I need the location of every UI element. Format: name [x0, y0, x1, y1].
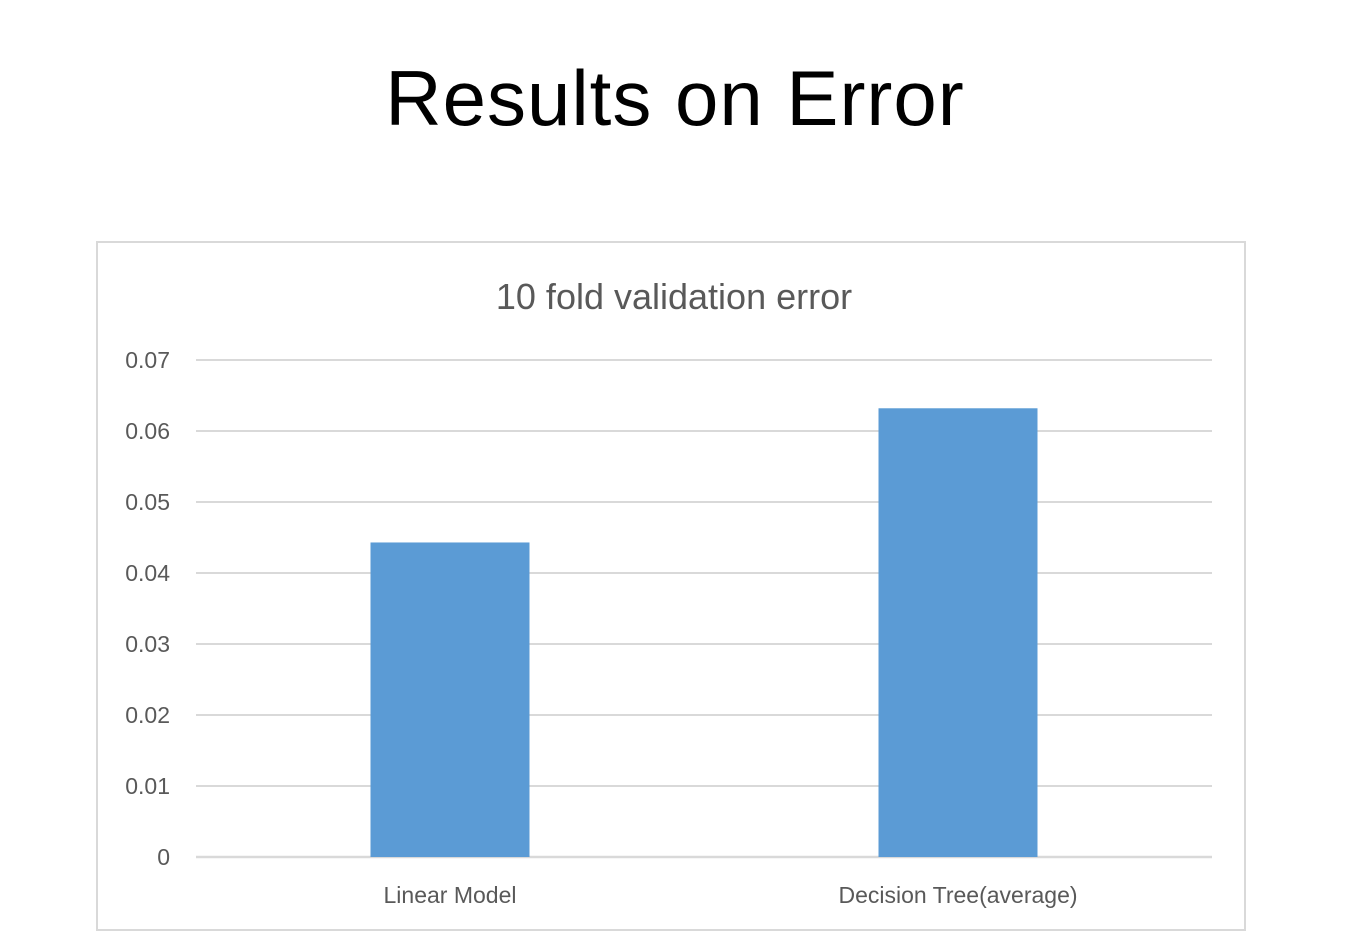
bar [878, 408, 1038, 857]
y-tick-label: 0.01 [125, 773, 170, 799]
gridlines [196, 359, 1212, 859]
x-category-label: Decision Tree(average) [838, 882, 1077, 908]
bars [370, 408, 1038, 857]
y-tick-label: 0.04 [125, 560, 170, 586]
y-tick-label: 0.05 [125, 489, 170, 515]
y-tick-label: 0.07 [125, 347, 170, 373]
y-tick-label: 0.02 [125, 702, 170, 728]
y-axis-ticks: 0 0.01 0.02 0.03 0.04 0.05 0.06 0.07 [125, 347, 170, 870]
x-category-label: Linear Model [384, 882, 517, 908]
chart-frame: 10 fold validation error 0 0.01 0.02 0.03 0.… [96, 241, 1246, 931]
chart-title: 10 fold validation error [496, 276, 852, 317]
slide-title: Results on Error [385, 54, 965, 142]
x-axis-categories: Linear Model Decision Tree(average) [384, 882, 1078, 908]
y-tick-label: 0.06 [125, 418, 170, 444]
y-tick-label: 0.03 [125, 631, 170, 657]
bar-chart: 10 fold validation error 0 0.01 0.02 0.03 0.… [125, 276, 1212, 908]
y-tick-label: 0 [157, 844, 170, 870]
bar [370, 542, 530, 857]
